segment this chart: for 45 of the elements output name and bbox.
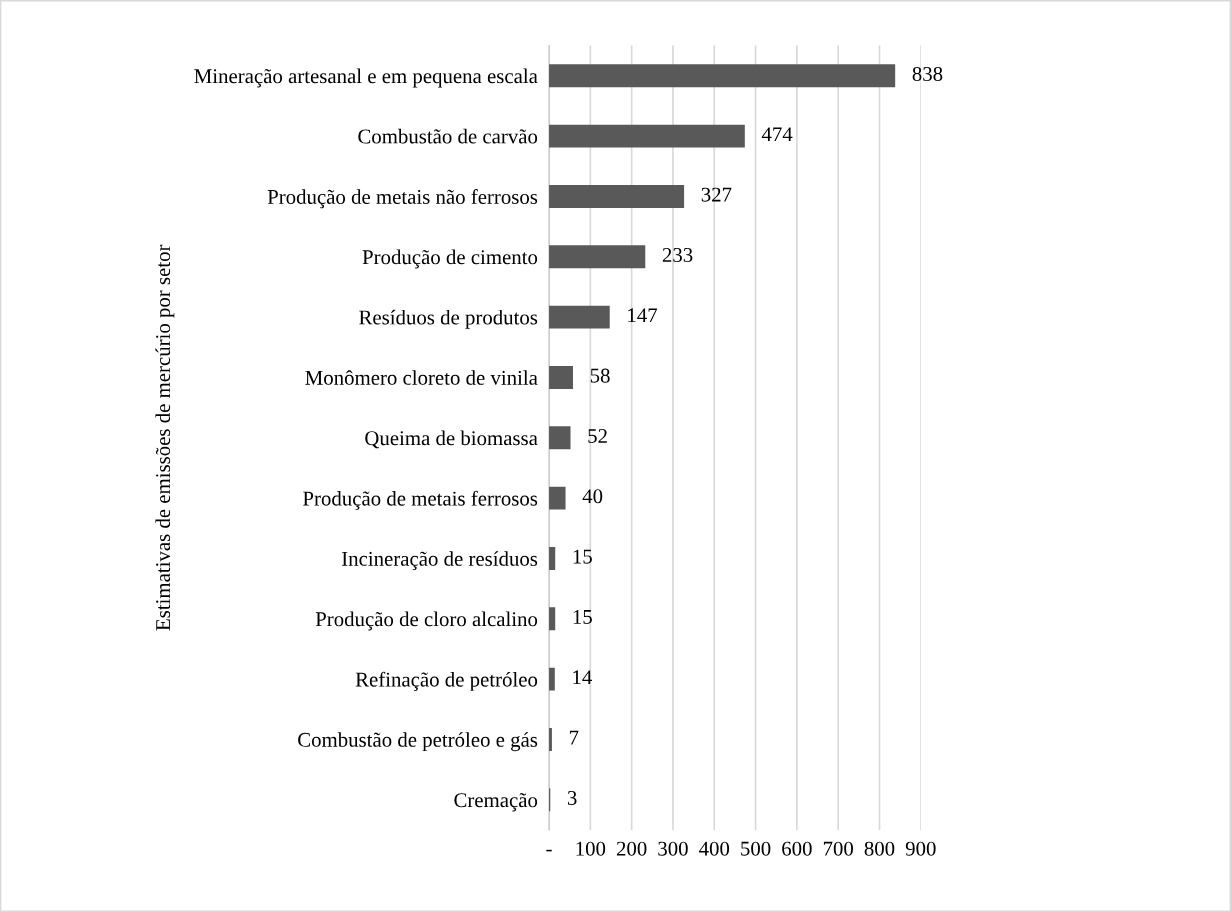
data-label: 40 <box>582 489 603 504</box>
x-tick-label: 500 <box>741 841 771 856</box>
bar <box>549 64 896 88</box>
data-label: 3 <box>567 790 577 805</box>
y-tick-label: Incineração de resíduos <box>341 551 538 571</box>
x-tick-label: 200 <box>616 841 647 856</box>
data-label: 474 <box>761 127 793 142</box>
x-tick-label: 800 <box>864 841 895 856</box>
bar <box>549 184 685 208</box>
data-label: 327 <box>701 187 732 202</box>
y-tick-label: Produção de metais ferrosos <box>303 490 538 510</box>
y-tick-label: Queima de biomassa <box>365 430 538 449</box>
y-tick-label: Resíduos de produtos <box>359 309 538 329</box>
data-label: 233 <box>662 247 693 262</box>
y-tick-label: Combustão de carvão <box>358 128 538 144</box>
y-tick-label: Refinação de petróleo <box>355 671 538 691</box>
y-tick-label: Monômero cloreto de vinila <box>305 370 538 385</box>
x-tick-label: 100 <box>576 841 606 856</box>
data-label: 58 <box>590 368 610 383</box>
data-label: 52 <box>588 428 607 443</box>
y-tick-label: Mineração artesanal e em pequena escala <box>194 68 538 88</box>
data-label: 7 <box>569 730 579 745</box>
y-axis-title: Estimativas de emissões de mercúrio por setor <box>155 244 175 631</box>
x-tick-label: - <box>546 849 552 852</box>
x-tick-label: 700 <box>823 841 853 856</box>
x-tick-label: 600 <box>782 841 812 856</box>
data-label: 147 <box>628 308 658 323</box>
bar <box>549 245 646 269</box>
x-tick-label: 300 <box>658 841 688 856</box>
y-tick-label: Produção de metais não ferrosos <box>267 189 538 209</box>
y-tick-label: Cremação <box>454 792 538 812</box>
bar <box>549 365 573 389</box>
data-label: 15 <box>573 549 592 564</box>
y-tick-label: Combustão de petróleo e gás <box>298 732 538 752</box>
data-label: 15 <box>573 610 592 624</box>
y-tick-label: Produção de cloro alcalino <box>315 611 538 631</box>
y-tick-label: Produção de cimento <box>362 249 538 269</box>
x-tick-label: 900 <box>905 841 936 856</box>
bar <box>549 305 610 329</box>
bar <box>549 124 745 148</box>
bar <box>549 486 566 510</box>
data-label: 14 <box>573 670 592 685</box>
bar <box>549 426 571 450</box>
x-tick-label: 400 <box>699 841 730 856</box>
data-label: 838 <box>912 66 943 81</box>
